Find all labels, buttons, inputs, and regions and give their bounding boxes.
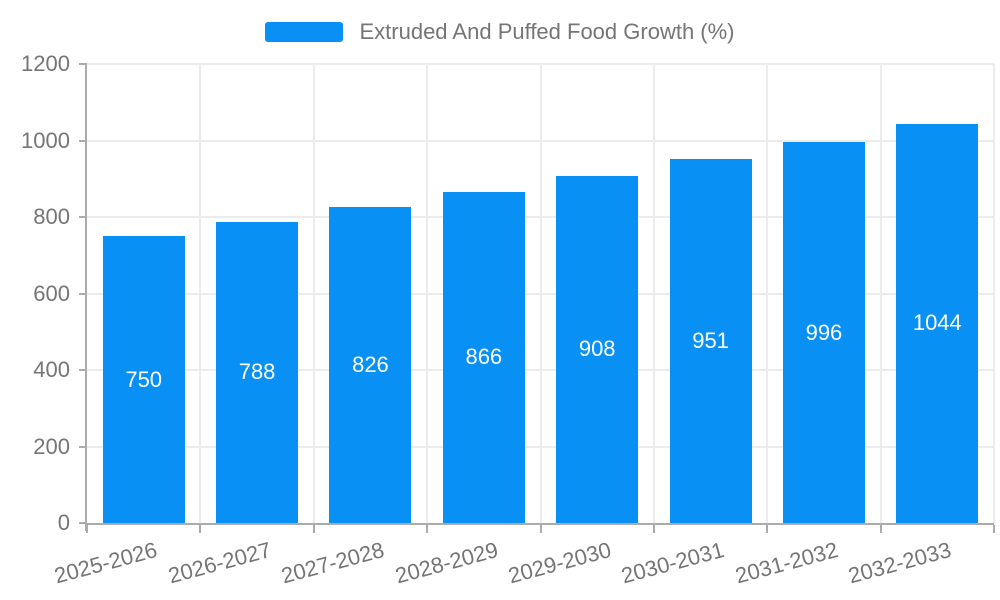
bar[interactable]: 788 — [216, 221, 299, 523]
x-tick-mark — [652, 525, 655, 533]
plot-area: 750 788 826 866 908 951 996 1044 — [87, 64, 994, 523]
x-tick-label: 2030-2031 — [618, 537, 728, 589]
x-tick-mark — [426, 525, 429, 533]
y-tick-mark — [79, 445, 87, 448]
gridline-vertical — [426, 64, 429, 523]
bar-value-label: 908 — [578, 336, 616, 362]
x-tick-label: 2025-2026 — [52, 537, 161, 589]
y-tick-mark — [79, 369, 87, 371]
bar-value-label: 951 — [692, 328, 729, 354]
x-tick-label: 2028-2029 — [392, 537, 501, 589]
bar-value-label: 826 — [352, 352, 389, 378]
y-tick-label: 400 — [33, 357, 70, 382]
x-axis-line — [85, 523, 994, 525]
bar-value-label: 996 — [805, 319, 843, 345]
bar[interactable]: 908 — [556, 175, 639, 523]
x-tick-label: 2027-2028 — [278, 537, 387, 589]
y-tick-label: 600 — [33, 280, 70, 306]
x-tick-label: 2026-2027 — [165, 537, 274, 589]
y-tick-mark — [79, 522, 87, 524]
gridline-vertical — [199, 64, 202, 523]
x-tick-label: 2029-2030 — [505, 537, 614, 589]
bar[interactable]: 750 — [102, 236, 185, 523]
y-tick-label: 1200 — [21, 51, 70, 76]
y-tick-label: 200 — [33, 433, 70, 459]
y-tick-mark — [79, 63, 87, 65]
y-tick-label: 1000 — [21, 127, 70, 153]
gridline-vertical — [879, 64, 882, 523]
x-tick-mark — [86, 525, 88, 533]
legend-swatch — [265, 22, 344, 42]
bar-value-label: 1044 — [912, 310, 962, 336]
x-tick-mark — [199, 525, 202, 533]
x-tick-mark — [312, 525, 315, 533]
x-tick-mark — [993, 525, 995, 533]
y-tick-label: 800 — [33, 204, 70, 229]
x-tick-mark — [539, 525, 542, 533]
bar[interactable]: 1044 — [896, 123, 979, 523]
bar[interactable]: 826 — [329, 207, 412, 523]
y-tick-mark — [79, 139, 87, 142]
bar[interactable]: 866 — [442, 191, 525, 523]
x-tick-mark — [879, 525, 882, 533]
bar[interactable]: 996 — [782, 142, 865, 523]
gridline-vertical — [539, 64, 542, 523]
gridline-vertical — [766, 64, 769, 523]
legend-label: Extruded And Puffed Food Growth (%) — [359, 19, 735, 44]
y-tick-mark — [79, 216, 87, 218]
y-axis-line — [85, 64, 87, 531]
legend-item[interactable]: Extruded And Puffed Food Growth (%) — [0, 18, 1000, 46]
bar-value-label: 788 — [238, 359, 276, 385]
gridline-vertical — [652, 64, 655, 523]
gridline-vertical — [312, 64, 315, 523]
bar-value-label: 866 — [465, 344, 503, 370]
bar[interactable]: 951 — [669, 159, 752, 523]
x-tick-mark — [766, 525, 769, 533]
x-tick-label: 2031-2032 — [732, 537, 841, 589]
bar-value-label: 750 — [125, 366, 163, 392]
y-tick-mark — [79, 292, 87, 295]
y-tick-label: 0 — [57, 510, 70, 535]
gridline-vertical — [993, 64, 995, 523]
x-tick-label: 2032-2033 — [845, 537, 954, 589]
